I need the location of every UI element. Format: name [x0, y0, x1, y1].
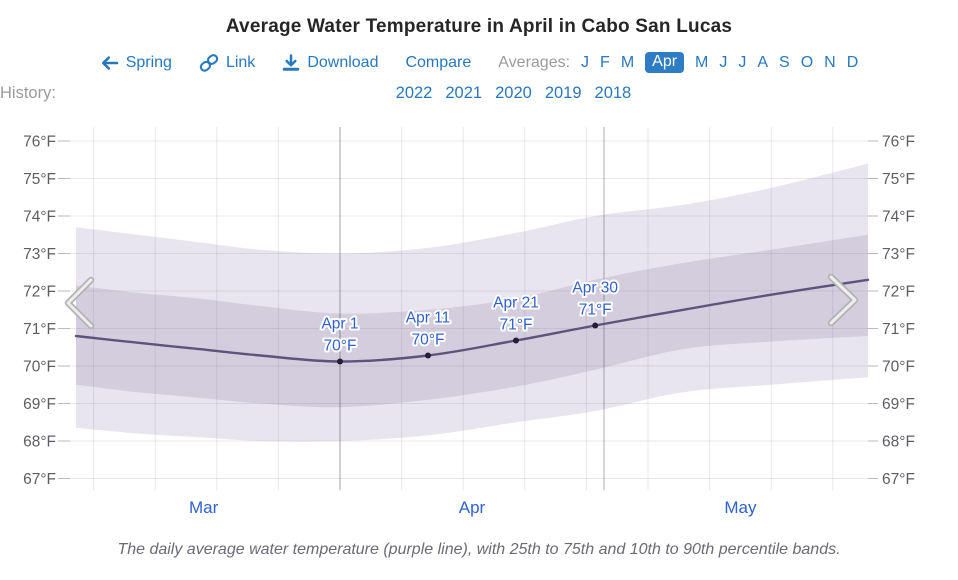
toolbar: Spring Link Download Compare Averages: J…	[0, 52, 958, 73]
data-point-temp-label[interactable]: 71°F	[498, 315, 535, 336]
link-icon	[199, 53, 219, 72]
y-axis-label-left: 75°F	[23, 171, 56, 188]
y-axis-label-left: 72°F	[23, 284, 56, 301]
month-nav-item[interactable]: F	[600, 53, 610, 71]
history-year[interactable]: 2020	[495, 84, 532, 102]
y-axis-label-right: 69°F	[882, 396, 915, 413]
month-nav-item[interactable]: O	[800, 53, 814, 71]
season-back-label: Spring	[125, 53, 172, 71]
data-point-date-label[interactable]: Apr 21	[491, 293, 541, 314]
data-point-dot	[337, 358, 343, 365]
y-axis-label-left: 70°F	[23, 359, 56, 376]
averages-label: Averages:	[498, 53, 571, 71]
month-nav-item[interactable]: D	[846, 53, 859, 71]
data-point-dot	[425, 352, 431, 359]
chart-caption: The daily average water temperature (pur…	[117, 541, 841, 558]
y-axis-label-left: 76°F	[23, 134, 56, 151]
x-axis-month-label[interactable]: Apr	[459, 498, 486, 517]
average-temperature-line	[74, 278, 870, 363]
page-title: Average Water Temperature in April in Ca…	[225, 16, 733, 37]
history-row: History: 2022 2021 2020 2019 2018	[0, 84, 958, 103]
averages-month-nav: Averages: J F M Apr M J J A S O N D	[498, 52, 858, 73]
link-button[interactable]: Link	[199, 53, 255, 73]
compare-button[interactable]: Compare	[405, 53, 472, 71]
x-axis-month-label[interactable]: Mar	[189, 498, 219, 517]
month-nav-item[interactable]: N	[824, 53, 836, 71]
y-axis-label-left: 71°F	[23, 321, 56, 338]
y-axis-label-right: 74°F	[882, 209, 915, 226]
left-arrow-icon	[101, 55, 119, 70]
y-axis-label-left: 73°F	[23, 246, 56, 263]
data-point-date-label[interactable]: Apr 1	[319, 314, 360, 335]
month-nav-item[interactable]: S	[779, 53, 790, 71]
month-nav-item[interactable]: J	[738, 53, 747, 71]
history-year[interactable]: 2019	[544, 84, 582, 102]
download-label: Download	[307, 53, 379, 71]
data-point-temp-label[interactable]: 71°F	[577, 300, 614, 321]
download-button[interactable]: Download	[282, 54, 378, 72]
link-label: Link	[225, 53, 256, 71]
prev-period-arrow-inner	[66, 278, 93, 328]
y-axis-label-right: 67°F	[882, 471, 915, 488]
data-point-dot	[513, 337, 519, 344]
download-icon	[283, 53, 300, 71]
band-25-75	[76, 234, 868, 408]
y-axis-label-right: 72°F	[882, 284, 915, 301]
season-back-link[interactable]: Spring	[100, 54, 172, 72]
y-axis-label-right: 70°F	[882, 359, 915, 376]
month-nav-item[interactable]: J	[581, 53, 590, 71]
history-years: 2022 2021 2020 2019 2018	[69, 84, 958, 103]
data-point-temp-label[interactable]: 70°F	[410, 330, 447, 351]
data-point-date-label[interactable]: Apr 11	[404, 308, 453, 329]
y-axis-label-right: 71°F	[882, 321, 915, 338]
y-axis-label-left: 74°F	[23, 209, 56, 226]
history-label: History:	[0, 84, 56, 102]
next-period-arrow-inner	[829, 275, 857, 325]
y-axis-label-right: 73°F	[882, 246, 915, 263]
y-axis-label-left: 69°F	[23, 396, 56, 413]
month-nav-item-selected[interactable]: Apr	[645, 52, 685, 73]
month-nav: J F M Apr M J J A S O N D	[581, 52, 858, 73]
data-point-date-label[interactable]: Apr 30	[570, 278, 620, 299]
y-axis-label-right: 75°F	[882, 171, 915, 188]
y-axis-label-right: 68°F	[882, 434, 915, 451]
month-nav-item[interactable]: J	[719, 53, 728, 71]
x-axis-month-label[interactable]: May	[724, 498, 757, 517]
month-nav-item[interactable]: M	[620, 53, 635, 71]
y-axis-label-left: 68°F	[23, 434, 56, 451]
month-nav-item[interactable]: M	[695, 53, 709, 71]
month-nav-item[interactable]: A	[757, 53, 769, 71]
history-year[interactable]: 2022	[395, 84, 433, 102]
history-year[interactable]: 2021	[445, 84, 483, 102]
history-year[interactable]: 2018	[594, 84, 632, 102]
y-axis-label-left: 67°F	[23, 471, 56, 488]
data-point-dot	[592, 322, 599, 329]
y-axis-label-right: 76°F	[882, 134, 915, 151]
data-point-temp-label[interactable]: 70°F	[322, 336, 359, 357]
